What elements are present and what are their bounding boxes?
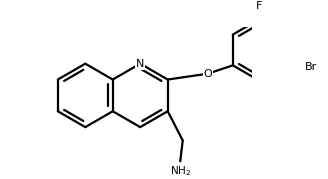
Text: NH$_2$: NH$_2$: [170, 165, 191, 178]
Text: N: N: [136, 59, 144, 69]
Text: Br: Br: [305, 62, 317, 72]
Text: F: F: [256, 1, 263, 11]
Text: O: O: [203, 69, 212, 79]
